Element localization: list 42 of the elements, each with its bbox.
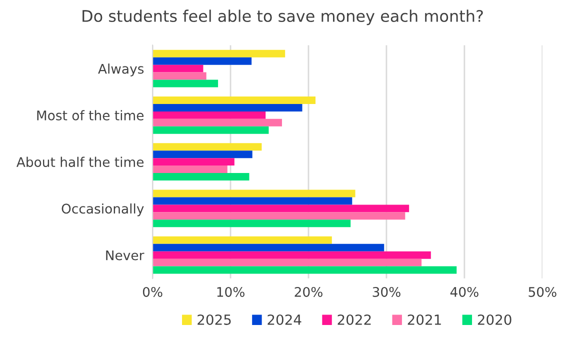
bar	[152, 173, 250, 180]
bar	[152, 212, 406, 220]
x-tick-label: 10%	[217, 286, 244, 297]
bar	[152, 266, 457, 274]
bar	[152, 104, 302, 112]
bar	[152, 158, 234, 166]
y-tick-label: Never	[106, 250, 144, 260]
bar	[152, 126, 269, 134]
y-tick-label: Occasionally	[62, 203, 144, 216]
bar	[152, 118, 282, 126]
bar	[152, 220, 351, 228]
bar	[152, 204, 410, 212]
bar	[152, 57, 252, 65]
bar	[152, 96, 316, 104]
chart-title: Do students feel able to save money each month?	[82, 10, 483, 26]
bar	[152, 197, 352, 205]
bar	[152, 251, 431, 259]
bar	[152, 166, 228, 174]
legend-label: 2025	[198, 314, 231, 325]
bar	[152, 72, 206, 80]
bar	[152, 244, 384, 252]
y-tick-label: Always	[98, 64, 144, 76]
legend-label: 2020	[478, 314, 512, 325]
x-tick-label: 20%	[294, 286, 322, 297]
x-tick-label: 40%	[450, 286, 478, 297]
bar	[152, 236, 332, 244]
bar	[152, 80, 218, 88]
bar	[152, 50, 286, 58]
bar	[152, 258, 422, 266]
x-tick-label: 50%	[528, 286, 556, 297]
bar	[152, 150, 252, 158]
bar	[152, 143, 262, 151]
legend-label: 2021	[408, 314, 441, 325]
bar	[152, 111, 266, 119]
x-tick-label: 0%	[142, 286, 162, 297]
legend-label: 2022	[338, 314, 371, 325]
bar	[152, 64, 204, 72]
legend-label: 2024	[268, 314, 302, 325]
y-tick-label: Most of the time	[37, 110, 144, 120]
x-tick-label: 30%	[372, 286, 400, 297]
bar	[152, 190, 356, 198]
y-tick-label: About half the time	[16, 156, 144, 168]
